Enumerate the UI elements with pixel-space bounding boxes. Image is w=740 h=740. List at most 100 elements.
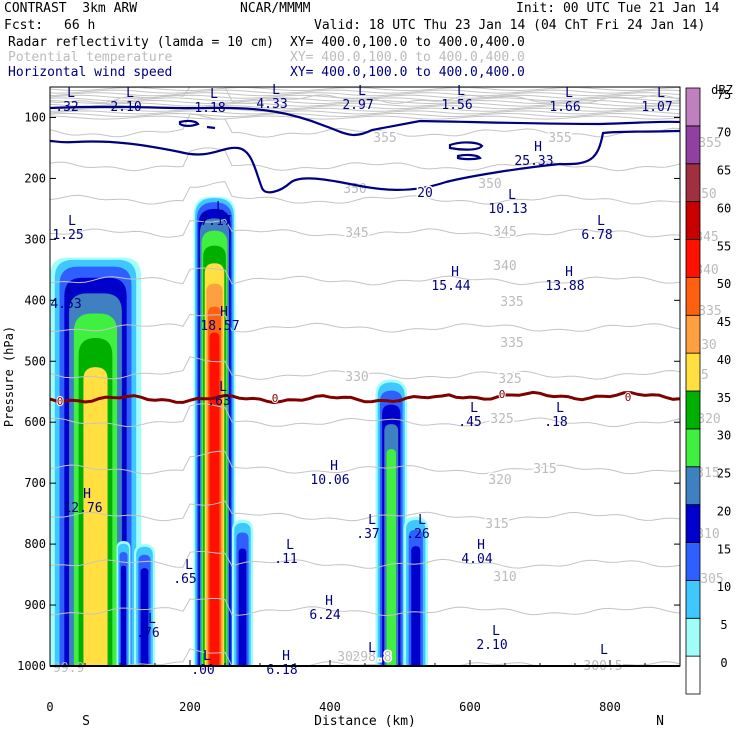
colorbar-label: 55: [717, 239, 731, 253]
colorbar-swatch-30: [685, 428, 701, 468]
field-xy-theta: XY= 400.0,100.0 to 400.0,400.0: [290, 50, 525, 65]
theta-label: 350: [478, 177, 501, 192]
extremum-type: L: [565, 86, 573, 101]
y-axis-label: Pressure (hPa): [2, 326, 16, 427]
extremum-value: .32: [55, 100, 78, 115]
colorbar-label: 10: [717, 580, 731, 594]
extremum-type: L: [508, 188, 516, 203]
extremum-value: 2.97: [342, 98, 373, 113]
theta-label: 315: [533, 462, 556, 477]
colorbar-label: 25: [717, 467, 731, 481]
colorbar-swatch-50: [685, 276, 701, 316]
extremum-type: L: [126, 86, 134, 101]
y-tick-label: 800: [24, 537, 46, 551]
extremum-type: L: [358, 84, 366, 99]
theta-contour-325: [49, 356, 681, 381]
colorbar-label: 30: [717, 429, 731, 443]
extremum-value: 7.17: [200, 214, 231, 229]
theta-contour-upper-5: [49, 99, 681, 105]
org-title: NCAR/MMMM: [240, 1, 311, 16]
colorbar-swatch-20: [685, 504, 701, 543]
right-end-label: N: [656, 714, 664, 729]
theta-contour-upper-4: [49, 97, 681, 102]
extremum-value: .11: [274, 552, 297, 567]
extremum-type: L: [203, 649, 211, 664]
colorbar-label: 65: [717, 164, 731, 178]
theta-label: 315: [696, 466, 719, 481]
theta-label: 335: [500, 295, 523, 310]
colorbar-swatch-25: [685, 466, 701, 506]
extremum-type: L: [185, 558, 193, 573]
extremum-type: L: [418, 513, 426, 528]
colorbar-swatch-55: [685, 239, 701, 278]
y-tick-label: 100: [24, 110, 46, 124]
colorbar-swatch-40: [685, 352, 701, 392]
theta-label: 325: [498, 372, 521, 387]
theta-contour-upper-6: [49, 102, 681, 107]
theta-contour-355: [49, 113, 681, 138]
theta-contour-upper-3: [49, 94, 681, 99]
extremum-type: L: [470, 401, 478, 416]
extremum-type: H: [83, 487, 91, 502]
extremum-type: L: [67, 86, 75, 101]
wind-contour-fragment: [206, 125, 216, 130]
theta-label: 310: [493, 570, 516, 585]
colorbar-swatch-15: [685, 542, 701, 581]
theta-contour-upper-1: [49, 89, 681, 94]
extremum-value: .65: [173, 572, 196, 587]
extremum-value: 6.24: [309, 608, 340, 623]
colorbar-label: 15: [717, 542, 731, 556]
field-xy-wind: XY= 400.0,100.0 to 400.0,400.0: [290, 65, 525, 80]
theta-contour-330: [49, 313, 681, 333]
y-tick-label: 1000: [17, 659, 46, 673]
extremum-type: L: [492, 624, 500, 639]
y-tick-label: 200: [24, 171, 46, 185]
colorbar-label: 0: [720, 656, 727, 670]
theta-label: 355: [698, 136, 721, 151]
theta-label: 345: [493, 225, 516, 240]
y-tick-label: 900: [24, 598, 46, 612]
extremum-type: H: [534, 140, 542, 155]
model-title: CONTRAST 3km ARW: [4, 1, 138, 16]
theta-contour-345: [49, 181, 681, 205]
theta-contour-upper-11: [49, 115, 681, 120]
colorbar-label: 40: [717, 353, 731, 367]
colorbar-label: 70: [717, 126, 731, 140]
valid-time: Valid: 18 UTC Thu 23 Jan 14 (04 ChT Fri …: [314, 18, 706, 33]
x-tick-label: 600: [459, 700, 481, 714]
theta-label: 345: [345, 226, 368, 241]
theta-contour-340: [49, 218, 681, 239]
theta-contour-300: [49, 597, 681, 617]
extremum-type: H: [451, 265, 459, 280]
colorbar-swatch-5: [685, 617, 701, 657]
extremum-value: 2.10: [110, 100, 141, 115]
extremum-type: L: [368, 641, 376, 656]
colorbar-label: 20: [717, 504, 731, 518]
wind-contour-jet-top: [49, 105, 681, 137]
x-axis-label: Distance (km): [314, 714, 416, 729]
freezing-level-label: 0: [272, 392, 279, 405]
extremum-type: H: [477, 538, 485, 553]
extremum-value: 25.33: [514, 154, 553, 169]
wind-contour-label: 20: [417, 186, 433, 201]
field-name-theta: Potential temperature: [8, 50, 173, 65]
extremum-value: 1.07: [641, 100, 672, 115]
theta-label: 330: [345, 370, 368, 385]
theta-contour-upper-10: [49, 112, 681, 118]
theta-contour-upper-2: [49, 92, 681, 97]
theta-label: 305: [700, 572, 723, 587]
extremum-value: 13.88: [545, 279, 584, 294]
extremum-value: .45: [458, 415, 481, 430]
theta-contour-315: [49, 450, 681, 475]
extremum-type: L: [68, 214, 76, 229]
freezing-level-label: 0: [57, 395, 64, 408]
extremum-type: H: [220, 305, 228, 320]
theta-label: 305: [337, 650, 360, 665]
colorbar-label: 5: [720, 618, 727, 632]
colorbar-swatch-0: [685, 655, 701, 695]
extremum-type: L: [600, 643, 608, 658]
theta-contour-320: [49, 403, 681, 428]
extremum-value: 1.25: [52, 228, 83, 243]
